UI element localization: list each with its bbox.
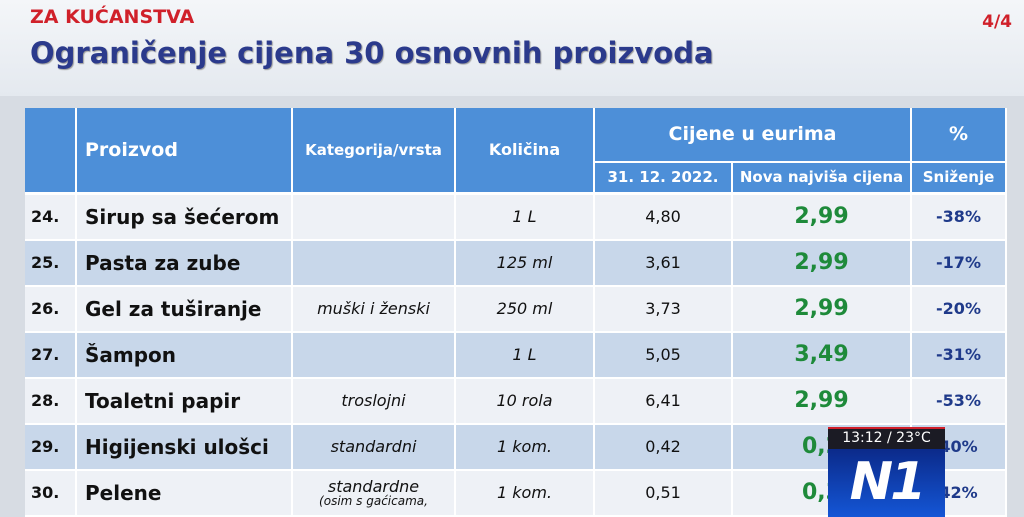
old-price: 0,51 — [595, 471, 733, 517]
quantity: 1 L — [456, 333, 595, 379]
page-number: 4/4 — [982, 12, 1012, 32]
old-price: 5,05 — [595, 333, 733, 379]
product-name: Higijenski ulošci — [77, 425, 293, 471]
old-price: 6,41 — [595, 379, 733, 425]
category: muški i ženski — [293, 287, 456, 333]
category — [293, 333, 456, 379]
row-number: 24. — [25, 195, 77, 241]
category-line: standardne — [327, 476, 420, 496]
discount: -31% — [912, 333, 1007, 379]
quantity: 10 rola — [456, 379, 595, 425]
new-price: 2,99 — [733, 287, 912, 333]
category — [293, 195, 456, 241]
discount: -17% — [912, 241, 1007, 287]
category-line: standardni — [330, 437, 417, 457]
row-number: 25. — [25, 241, 77, 287]
slide-title: Ograničenje cijena 30 osnovnih proizvoda — [30, 36, 714, 70]
time-weather: 13:12 / 23°C — [828, 427, 945, 449]
row-number: 28. — [25, 379, 77, 425]
old-price: 4,80 — [595, 195, 733, 241]
product-name: Sirup sa šećerom — [77, 195, 293, 241]
column-header: Sniženje — [912, 163, 1007, 194]
discount: -53% — [912, 379, 1007, 425]
product-name: Toaletni papir — [77, 379, 293, 425]
tv-overlay: 13:12 / 23°C N1 — [828, 427, 945, 517]
product-name: Pasta za zube — [77, 241, 293, 287]
quantity: 1 kom. — [456, 425, 595, 471]
category: standardni — [293, 425, 456, 471]
category-line: muški i ženski — [317, 299, 430, 319]
channel-logo: N1 — [828, 449, 945, 517]
column-header: Nova najviša cijena — [733, 163, 912, 194]
row-number: 27. — [25, 333, 77, 379]
category — [293, 241, 456, 287]
discount: -20% — [912, 287, 1007, 333]
category-line: troslojni — [341, 391, 406, 411]
column-header: Količina — [456, 108, 595, 194]
old-price: 0,42 — [595, 425, 733, 471]
quantity: 1 L — [456, 195, 595, 241]
column-header: Kategorija/vrsta — [293, 108, 456, 194]
row-number: 30. — [25, 471, 77, 517]
group-header: % — [912, 108, 1007, 163]
old-price: 3,73 — [595, 287, 733, 333]
quantity: 1 kom. — [456, 471, 595, 517]
column-header: 31. 12. 2022. — [595, 163, 733, 194]
category: troslojni — [293, 379, 456, 425]
quantity: 250 ml — [456, 287, 595, 333]
new-price: 2,99 — [733, 379, 912, 425]
header-band — [0, 0, 1024, 96]
row-number: 26. — [25, 287, 77, 333]
quantity: 125 ml — [456, 241, 595, 287]
new-price: 2,99 — [733, 195, 912, 241]
product-name: Gel za tuširanje — [77, 287, 293, 333]
new-price: 2,99 — [733, 241, 912, 287]
product-name: Pelene — [77, 471, 293, 517]
row-number: 29. — [25, 425, 77, 471]
price-table: Proizvod Kategorija/vrsta Količina Cijene u… — [25, 108, 1007, 517]
header-cell — [25, 108, 77, 194]
category: standardne (osim s gaćicama, — [293, 471, 456, 517]
product-name: Šampon — [77, 333, 293, 379]
new-price: 3,49 — [733, 333, 912, 379]
old-price: 3,61 — [595, 241, 733, 287]
column-header: Proizvod — [77, 108, 293, 194]
discount: -38% — [912, 195, 1007, 241]
group-header: Cijene u eurima — [595, 108, 912, 163]
category-line: (osim s gaćicama, — [319, 494, 428, 509]
section-label: ZA KUĆANSTVA — [30, 6, 195, 28]
